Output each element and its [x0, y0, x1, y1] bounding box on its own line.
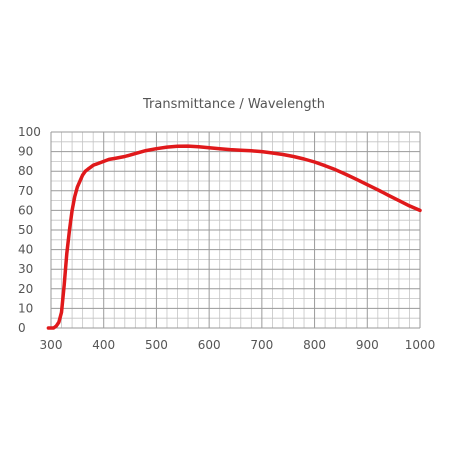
x-tick-label: 600	[198, 338, 221, 352]
y-tick-label: 10	[18, 301, 33, 315]
series-line-0	[46, 144, 422, 330]
y-tick-label: 60	[18, 203, 33, 217]
tick-labels: 300 400 500 600 700 800 900 1000 0 10 20 30 40 50 60 70…	[18, 125, 435, 352]
y-tick-label: 50	[18, 223, 33, 237]
x-tick-label: 1000	[405, 338, 436, 352]
x-tick-label: 900	[356, 338, 379, 352]
y-tick-label: 90	[18, 145, 33, 159]
y-tick-label: 20	[18, 282, 33, 296]
x-tick-label: 400	[92, 338, 115, 352]
x-tick-label: 800	[303, 338, 326, 352]
y-tick-label: 0	[18, 321, 26, 335]
grid	[50, 131, 421, 329]
y-tick-label: 70	[18, 184, 33, 198]
y-tick-label: 80	[18, 164, 33, 178]
series-layer	[46, 144, 422, 330]
x-tick-label: 700	[250, 338, 273, 352]
y-tick-label: 30	[18, 262, 33, 276]
y-tick-label: 40	[18, 243, 33, 257]
x-tick-label: 500	[145, 338, 168, 352]
x-tick-label: 300	[40, 338, 63, 352]
chart-title: Transmittance / Wavelength	[142, 97, 325, 112]
y-tick-label: 100	[18, 125, 41, 139]
